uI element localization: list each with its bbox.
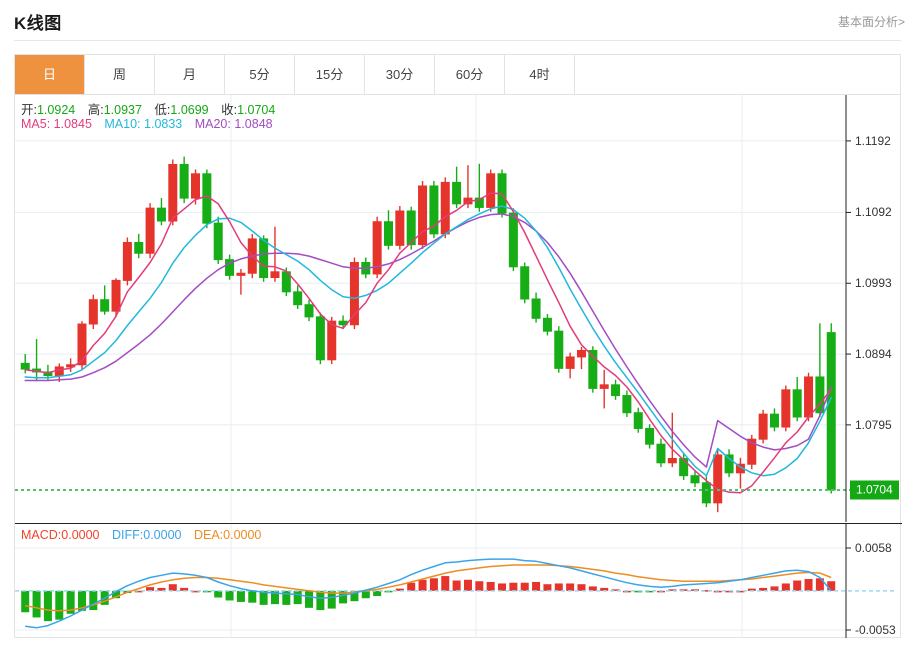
tab-15min[interactable]: 15分 (295, 55, 365, 94)
chart-container[interactable]: 开:1.0924 高:1.0937 低:1.0699 收:1.0704 MA5:… (14, 95, 902, 638)
page-title: K线图 (14, 14, 62, 33)
candlestick-plot[interactable] (15, 95, 902, 522)
tab-month[interactable]: 月 (155, 55, 225, 94)
tab-5min[interactable]: 5分 (225, 55, 295, 94)
macd-pane[interactable]: MACD:0.0000 DIFF:0.0000 DEA:0.0000 0.005… (15, 523, 902, 638)
tab-60min[interactable]: 60分 (435, 55, 505, 94)
tabbar-filler (575, 55, 900, 94)
fundamental-analysis-link[interactable]: 基本面分析> (837, 15, 905, 29)
timeframe-tabbar: 日 周 月 5分 15分 30分 60分 4时 (14, 54, 901, 95)
tab-30min[interactable]: 30分 (365, 55, 435, 94)
page-header: K线图 基本面分析> (0, 0, 915, 41)
tab-week[interactable]: 周 (85, 55, 155, 94)
tab-4hour[interactable]: 4时 (505, 55, 575, 94)
header-divider (14, 40, 901, 41)
macd-plot[interactable] (15, 524, 902, 638)
tab-day[interactable]: 日 (15, 55, 85, 94)
price-pane[interactable]: 开:1.0924 高:1.0937 低:1.0699 收:1.0704 MA5:… (15, 95, 902, 522)
